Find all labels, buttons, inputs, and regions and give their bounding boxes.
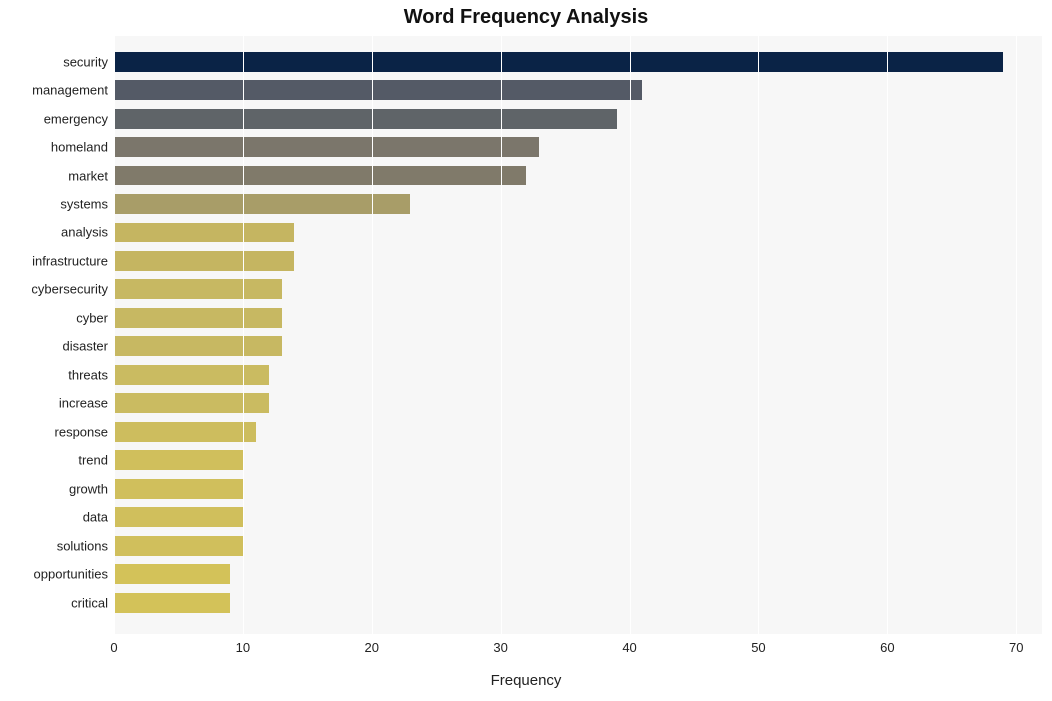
- bar: [114, 251, 294, 271]
- x-tick-label: 30: [493, 640, 507, 655]
- gridline: [887, 36, 888, 634]
- x-tick-label: 0: [110, 640, 117, 655]
- gridline: [1016, 36, 1017, 634]
- x-tick-label: 40: [622, 640, 636, 655]
- bar: [114, 593, 230, 613]
- y-tick-label: cyber: [76, 310, 108, 325]
- plot-area: [114, 36, 1042, 634]
- y-tick-label: homeland: [51, 140, 108, 155]
- y-tick-label: critical: [71, 595, 108, 610]
- x-tick-label: 20: [365, 640, 379, 655]
- gridline: [114, 36, 115, 634]
- y-tick-label: solutions: [57, 538, 108, 553]
- y-tick-label: response: [55, 424, 108, 439]
- bar: [114, 109, 617, 129]
- y-tick-label: systems: [60, 197, 108, 212]
- y-tick-label: security: [63, 54, 108, 69]
- x-tick-label: 50: [751, 640, 765, 655]
- bar: [114, 365, 269, 385]
- x-tick-label: 10: [236, 640, 250, 655]
- y-tick-label: cybersecurity: [31, 282, 108, 297]
- bar: [114, 536, 243, 556]
- bar: [114, 52, 1003, 72]
- word-frequency-chart: Word Frequency Analysis Frequency 0 10 20 3…: [0, 0, 1052, 701]
- gridline: [501, 36, 502, 634]
- bar: [114, 393, 269, 413]
- x-tick-label: 70: [1009, 640, 1023, 655]
- y-tick-label: emergency: [44, 111, 108, 126]
- bar: [114, 223, 294, 243]
- y-tick-label: market: [68, 168, 108, 183]
- bar: [114, 80, 642, 100]
- bar: [114, 564, 230, 584]
- bar: [114, 137, 539, 157]
- y-tick-label: management: [32, 83, 108, 98]
- bar: [114, 336, 282, 356]
- gridline: [243, 36, 244, 634]
- y-tick-label: growth: [69, 481, 108, 496]
- gridline: [372, 36, 373, 634]
- y-tick-label: infrastructure: [32, 253, 108, 268]
- y-tick-label: data: [83, 510, 108, 525]
- y-tick-label: opportunities: [34, 567, 108, 582]
- gridline: [758, 36, 759, 634]
- bar: [114, 308, 282, 328]
- y-tick-label: threats: [68, 367, 108, 382]
- chart-title: Word Frequency Analysis: [0, 6, 1052, 29]
- y-tick-label: disaster: [62, 339, 108, 354]
- bar: [114, 166, 526, 186]
- gridline: [630, 36, 631, 634]
- bar: [114, 279, 282, 299]
- x-tick-label: 60: [880, 640, 894, 655]
- bar: [114, 507, 243, 527]
- bar: [114, 450, 243, 470]
- y-tick-label: increase: [59, 396, 108, 411]
- x-axis-label: Frequency: [0, 672, 1052, 689]
- bar: [114, 194, 410, 214]
- y-tick-label: trend: [78, 453, 108, 468]
- bars-layer: [114, 36, 1042, 634]
- bar: [114, 422, 256, 442]
- y-tick-label: analysis: [61, 225, 108, 240]
- bar: [114, 479, 243, 499]
